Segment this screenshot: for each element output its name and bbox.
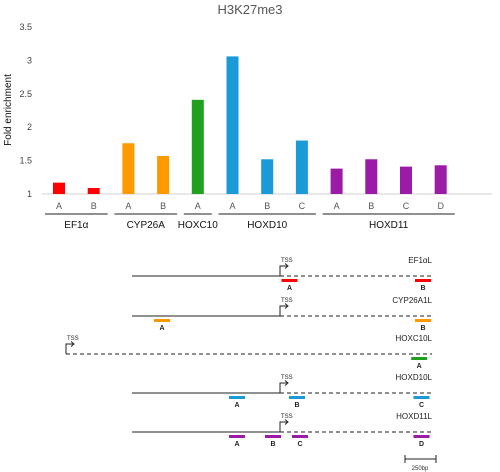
y-tick-label: 3.5 — [19, 22, 32, 32]
group-label: CYP26A — [127, 220, 166, 231]
tss-label: TSS — [281, 258, 293, 264]
amplicon-label: A — [287, 285, 292, 292]
category-label: C — [403, 201, 410, 211]
y-tick-label: 2.5 — [19, 89, 32, 99]
amplicon-marker — [415, 279, 431, 282]
amplicon-label: D — [419, 441, 424, 448]
bar — [191, 99, 204, 194]
gene-name: CYP26A1L — [392, 296, 432, 305]
amplicon-label: B — [420, 325, 425, 332]
category-label: B — [160, 201, 166, 211]
amplicon-marker — [292, 435, 308, 438]
amplicon-marker — [281, 279, 298, 282]
amplicon-marker — [154, 319, 170, 322]
category-label: B — [91, 201, 97, 211]
gene-name: HOXD11L — [396, 412, 432, 421]
amplicon-marker — [229, 435, 245, 438]
gene-name: EF1αL — [408, 256, 432, 265]
group-label: HOXC10 — [178, 220, 218, 231]
y-axis-label: Fold enrichment — [3, 74, 14, 146]
bar — [157, 155, 170, 194]
bar — [295, 140, 308, 194]
y-tick-label: 3 — [27, 55, 32, 65]
bar — [261, 159, 274, 194]
tss-arrow-head — [284, 419, 289, 425]
chart-title: H3K27me3 — [217, 2, 282, 17]
category-label: A — [56, 201, 62, 211]
amplicon-marker — [413, 396, 430, 399]
amplicon-marker — [229, 396, 245, 399]
tss-arrow-head — [284, 263, 289, 269]
amplicon-marker — [413, 435, 430, 438]
tss-arrow — [279, 265, 287, 276]
tss-arrow — [279, 305, 287, 316]
amplicon-label: A — [234, 441, 239, 448]
amplicon-marker — [289, 396, 305, 399]
category-label: A — [229, 201, 235, 211]
tss-arrow-head — [284, 380, 289, 386]
tss-arrow — [65, 343, 73, 354]
amplicon-label: B — [270, 441, 275, 448]
amplicon-label: C — [419, 402, 424, 409]
bar — [330, 168, 343, 194]
group-label: EF1α — [64, 220, 88, 231]
amplicon-marker — [265, 435, 281, 438]
group-label: HOXD11 — [369, 220, 409, 231]
amplicon-marker — [415, 319, 431, 322]
category-label: B — [264, 201, 270, 211]
bar — [400, 166, 412, 194]
bar — [226, 56, 239, 194]
category-label: D — [437, 201, 444, 211]
amplicon-label: B — [420, 285, 425, 292]
y-tick-label: 1.5 — [19, 156, 32, 166]
tss-label: TSS — [281, 414, 293, 420]
y-tick-label: 1 — [27, 189, 32, 199]
scale-bar-label: 250bp — [412, 466, 429, 472]
bar — [122, 143, 135, 194]
amplicon-label: B — [294, 402, 299, 409]
tss-label: TSS — [67, 336, 79, 342]
tss-arrow-head — [284, 303, 289, 309]
y-tick-label: 2 — [27, 122, 32, 132]
tss-label: TSS — [281, 298, 293, 304]
group-label: HOXD10 — [247, 220, 287, 231]
bar — [434, 165, 447, 194]
bar-chart: H3K27me3 Fold enrichment 1 1.5 2 2.5 3 3.5 A B A B A… — [3, 2, 492, 231]
bar — [53, 182, 65, 194]
tss-arrow — [279, 421, 287, 432]
tss-arrow — [279, 382, 287, 393]
tss-label: TSS — [281, 375, 293, 381]
category-label: C — [299, 201, 306, 211]
amplicon-marker — [411, 357, 428, 360]
bar — [365, 159, 378, 194]
category-label: A — [125, 201, 131, 211]
category-label: B — [368, 201, 374, 211]
bar — [87, 187, 100, 194]
amplicon-label: A — [234, 402, 239, 409]
gene-name: HOXD10L — [396, 373, 433, 382]
amplicon-label: C — [297, 441, 302, 448]
amplicon-label: A — [159, 325, 164, 332]
amplicon-label: A — [417, 363, 422, 370]
gene-name: HOXC10L — [396, 334, 433, 343]
tss-arrow-head — [70, 341, 75, 347]
category-label: A — [195, 201, 201, 211]
category-label: A — [334, 201, 340, 211]
